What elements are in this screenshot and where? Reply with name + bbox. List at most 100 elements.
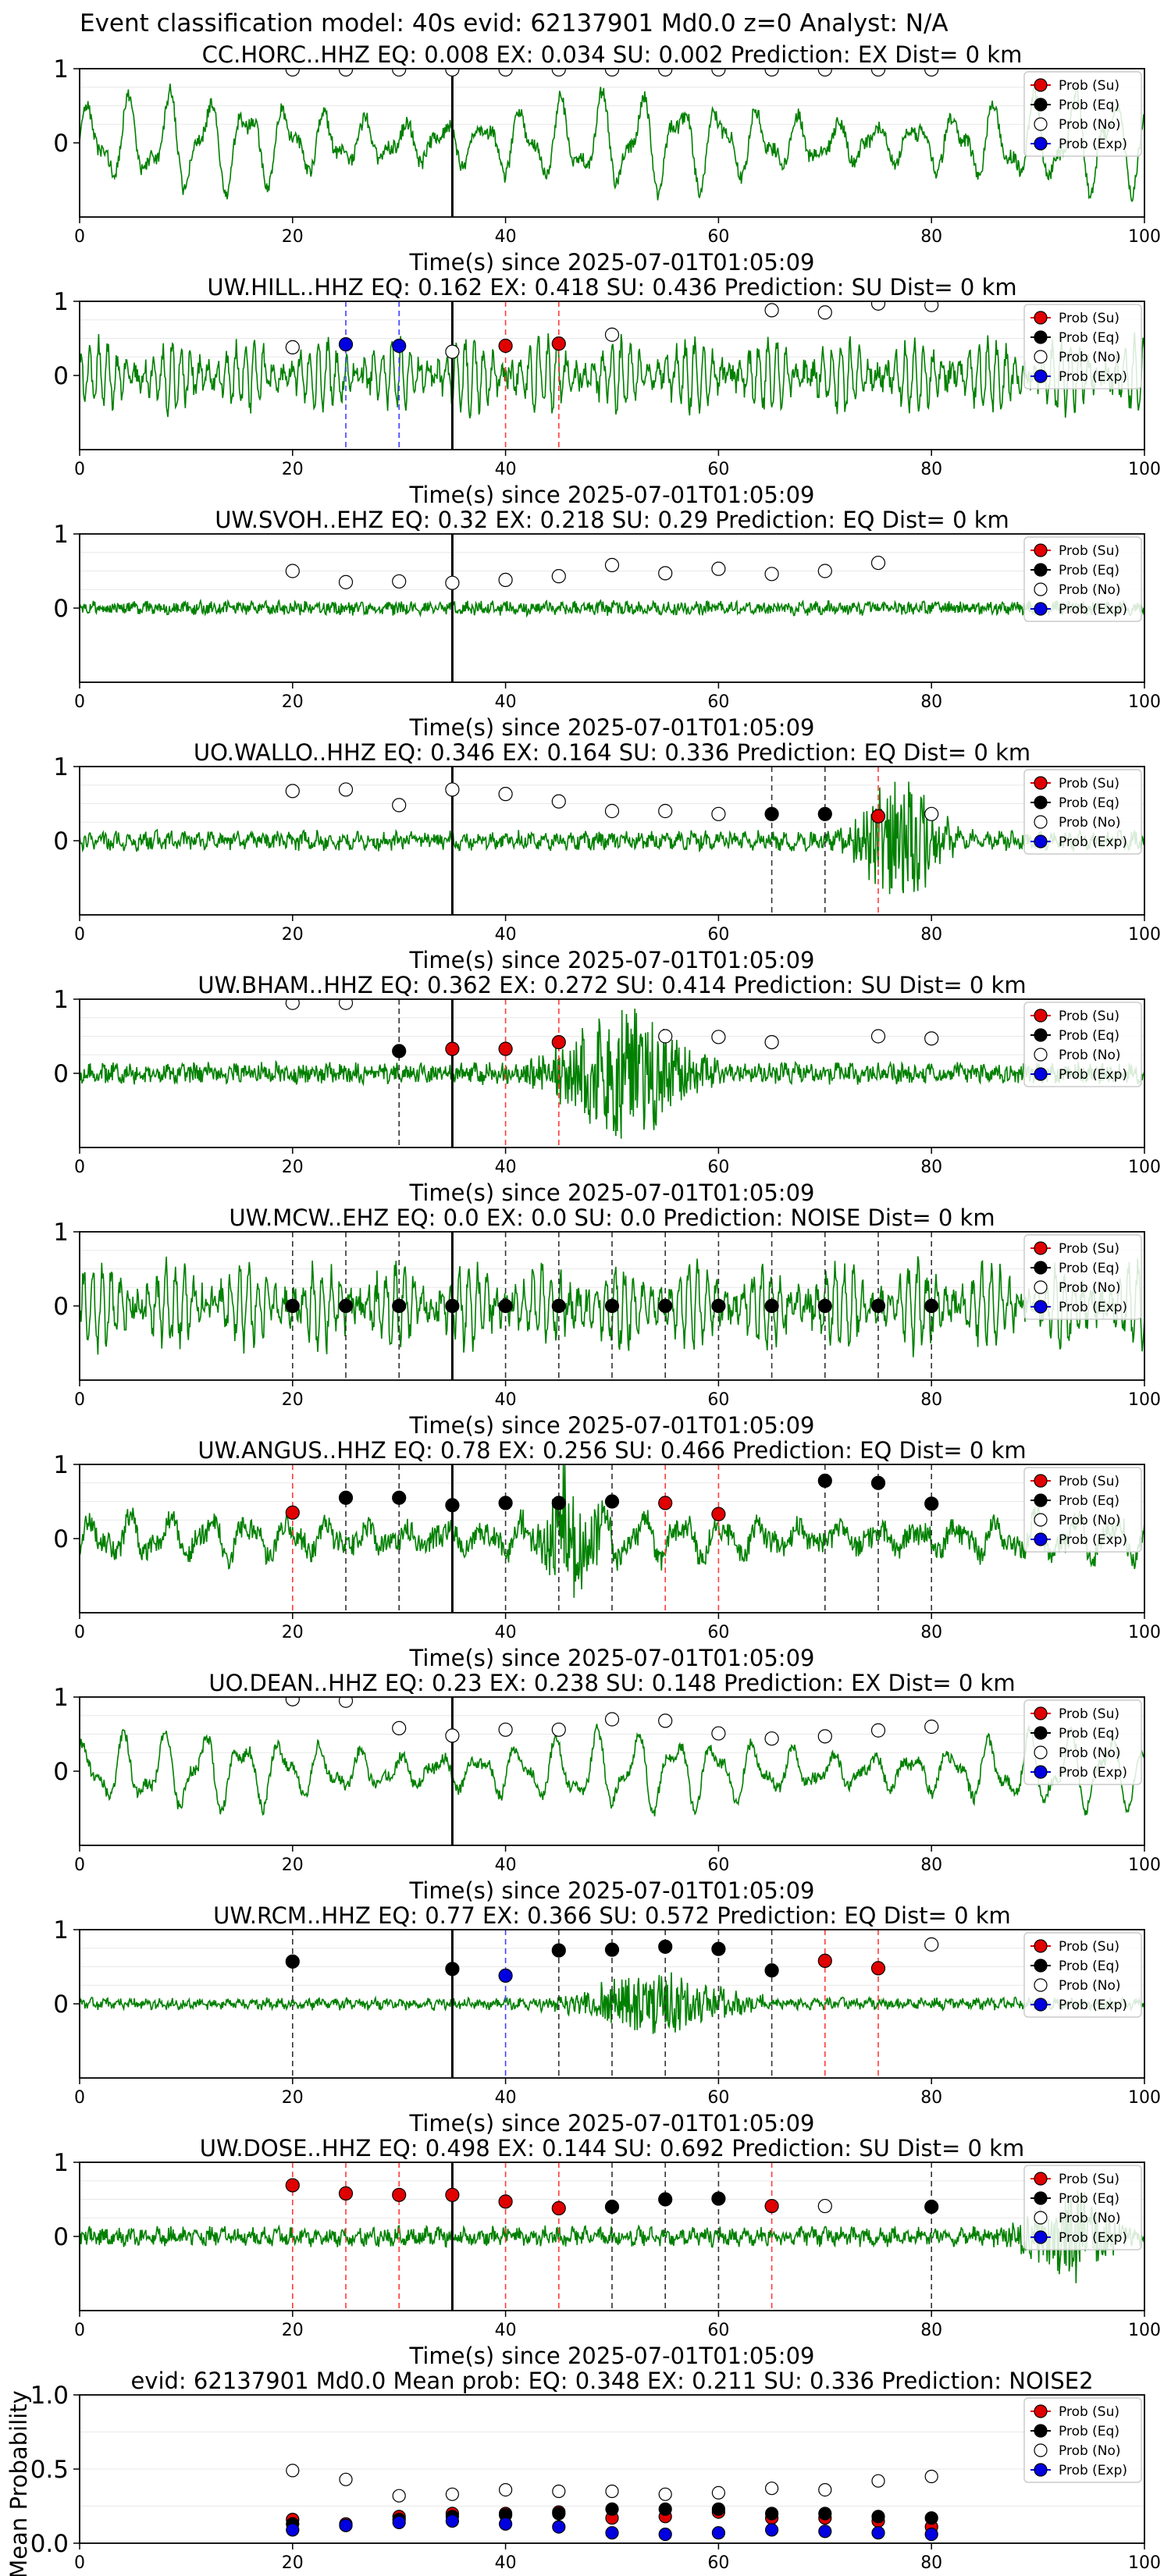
legend-label-no: Prob (No) (1059, 815, 1121, 831)
x-axis-label: Time(s) since 2025-07-01T01:05:09 (409, 947, 815, 973)
panel-4: UO.WALLO..HHZ EQ: 0.346 EX: 0.164 SU: 0.… (53, 739, 1161, 973)
prob-marker-no (445, 69, 460, 77)
x-tick-label: 40 (495, 2088, 517, 2108)
x-axis-label: Time(s) since 2025-07-01T01:05:09 (409, 1179, 815, 1206)
prob-marker-no (817, 2198, 832, 2214)
prob-marker-eq (604, 1942, 620, 1957)
legend-marker-eq (1034, 98, 1048, 112)
legend-label-exp: Prob (Exp) (1059, 137, 1127, 152)
plot-area (80, 767, 1144, 915)
prob-marker-eq (285, 1954, 300, 1969)
y-tick-label: 1 (53, 288, 69, 316)
x-tick-label: 60 (707, 2088, 729, 2108)
prob-marker-no (711, 806, 726, 821)
mean-prob-marker-exp (339, 2518, 353, 2532)
x-tick-label: 40 (495, 1390, 517, 1410)
x-tick-label: 0 (74, 1158, 85, 1177)
prob-marker-no (551, 69, 566, 77)
prob-marker-no (817, 69, 832, 77)
plot-area (80, 301, 1144, 450)
x-tick-label: 80 (920, 2553, 942, 2573)
plot-area (80, 1697, 1144, 1845)
prob-marker-no (711, 1030, 726, 1044)
y-tick-label: 1 (53, 55, 69, 84)
x-tick-label: 0 (74, 925, 85, 945)
legend-label-exp: Prob (Exp) (1059, 602, 1127, 617)
legend-marker-exp (1034, 2230, 1048, 2244)
x-tick-label: 60 (707, 1158, 729, 1177)
x-tick-label: 40 (495, 1856, 517, 1875)
plot-area (286, 2464, 938, 2542)
mean-prob-marker-exp (445, 2514, 460, 2528)
legend-marker-no (1034, 2443, 1048, 2457)
legend-marker-exp (1034, 834, 1048, 849)
y-tick-label: 0 (53, 2223, 69, 2251)
y-axis-label: Mean Probability (5, 2390, 32, 2576)
legend-label-exp: Prob (Exp) (1059, 1765, 1127, 1781)
legend-label-eq: Prob (Eq) (1059, 330, 1119, 346)
prob-marker-no (392, 798, 407, 813)
legend-box (1023, 1932, 1142, 2018)
x-tick-label: 0 (74, 2088, 85, 2108)
panel-5: UW.BHAM..HHZ EQ: 0.362 EX: 0.272 SU: 0.4… (53, 972, 1161, 1206)
legend-marker-no (1034, 1048, 1048, 1062)
prob-marker-eq (285, 1298, 300, 1314)
prob-marker-no (764, 1731, 779, 1746)
legend-label-eq: Prob (Eq) (1059, 98, 1119, 113)
prob-marker-su (551, 2201, 566, 2215)
y-tick-label: 1 (53, 1684, 69, 1712)
prob-marker-eq (658, 1298, 673, 1314)
legend-marker-exp (1034, 2463, 1048, 2477)
legend-label-exp: Prob (Exp) (1059, 1067, 1127, 1083)
x-tick-label: 80 (920, 460, 942, 479)
y-tick-label: 0.0 (30, 2530, 69, 2558)
legend-marker-exp (1034, 369, 1048, 383)
mean-prob-marker-no (924, 2469, 938, 2484)
mean-prob-marker-no (711, 2485, 726, 2500)
legend-marker-su (1034, 2404, 1048, 2418)
x-tick-label: 100 (1128, 692, 1161, 712)
x-tick-label: 20 (282, 460, 304, 479)
prob-marker-no (498, 787, 513, 802)
x-tick-label: 40 (495, 227, 517, 247)
prob-marker-no (498, 69, 513, 77)
x-tick-label: 40 (495, 2553, 517, 2573)
prob-marker-no (338, 999, 354, 1010)
legend-box (1023, 2165, 1142, 2250)
x-tick-label: 60 (707, 1390, 729, 1410)
mean-prob-marker-no (764, 2482, 779, 2496)
x-tick-label: 40 (495, 2321, 517, 2340)
mean-prob-marker-no (286, 2464, 300, 2478)
legend-marker-no (1034, 1978, 1048, 1992)
plot-area (80, 2162, 1144, 2311)
legend-marker-no (1034, 2211, 1048, 2225)
prob-marker-su (817, 1953, 832, 1968)
legend-label-no: Prob (No) (1059, 2443, 1121, 2459)
x-tick-label: 0 (74, 692, 85, 712)
legend-marker-su (1034, 311, 1048, 325)
legend-label-exp: Prob (Exp) (1059, 1998, 1127, 2013)
waveform-trace (80, 332, 1144, 419)
x-tick-label: 80 (920, 2088, 942, 2108)
x-axis-label: Time(s) since 2025-07-01T01:05:09 (409, 2110, 815, 2137)
legend-marker-no (1034, 1745, 1048, 1759)
plot-area (80, 1930, 1144, 2078)
panel-title: UW.RCM..HHZ EQ: 0.77 EX: 0.366 SU: 0.572… (213, 1902, 1011, 1929)
prob-marker-su (445, 2187, 460, 2202)
legend-label-su: Prob (Su) (1059, 2404, 1119, 2420)
prob-marker-no (604, 1712, 620, 1727)
x-axis-label: Time(s) since 2025-07-01T01:05:09 (409, 249, 815, 276)
x-tick-label: 80 (920, 1390, 942, 1410)
prob-marker-no (551, 794, 566, 809)
x-tick-label: 40 (495, 460, 517, 479)
x-tick-label: 20 (282, 227, 304, 247)
legend-box (1023, 536, 1142, 622)
prob-marker-no (924, 806, 939, 821)
legend-marker-exp (1034, 1067, 1048, 1081)
mean-prob-marker-exp (711, 2526, 726, 2540)
prob-marker-no (338, 575, 354, 589)
x-tick-label: 100 (1128, 460, 1161, 479)
figure-title: Event classification model: 40s evid: 62… (80, 9, 949, 37)
prob-marker-su (285, 1505, 300, 1520)
legend-marker-su (1034, 1706, 1048, 1720)
